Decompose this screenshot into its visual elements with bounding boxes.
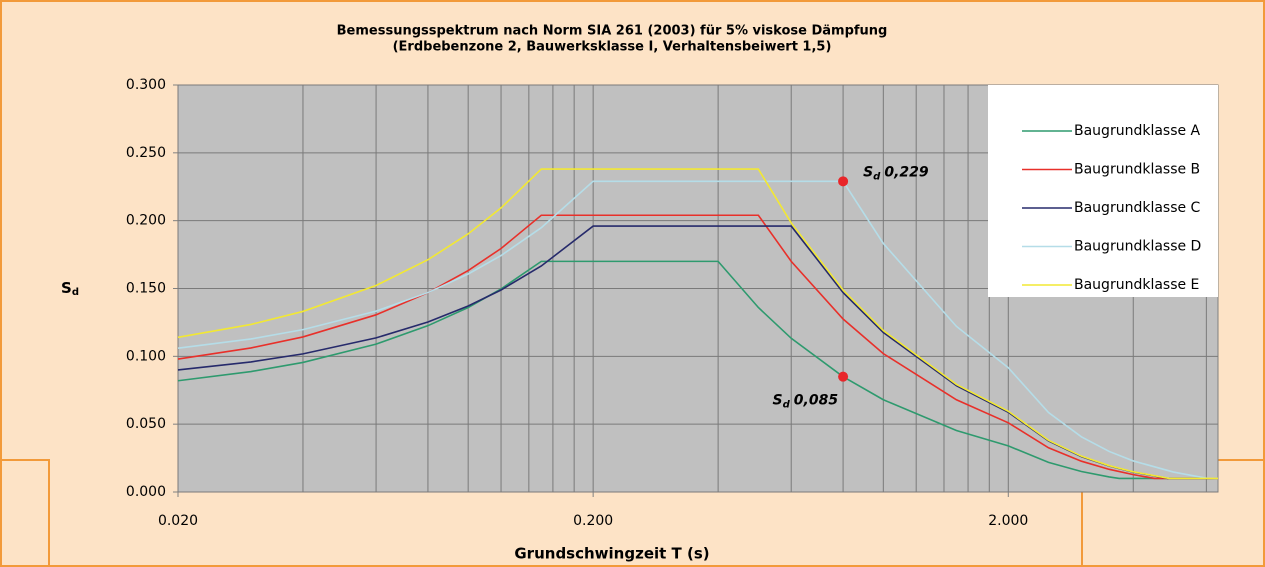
y-tick-label: 0.200 [126, 213, 166, 229]
annotation-label: Sd 0,229 [863, 164, 929, 182]
legend-label: Baugrundklasse A [1074, 123, 1201, 139]
x-tick-label: 0.020 [158, 513, 198, 529]
y-tick-label: 0.250 [126, 145, 166, 161]
y-tick-label: 0.100 [126, 348, 166, 364]
annotation-text: S [863, 164, 873, 180]
y-axis-title: Sd [61, 279, 79, 299]
annotation-text: 0,085 [794, 393, 839, 409]
annotation-label: Sd 0,085 [773, 393, 839, 411]
annotation-text: 0,229 [884, 164, 929, 180]
x-tick-label: 0.200 [573, 513, 613, 529]
legend-label: Baugrundklasse B [1074, 162, 1200, 178]
y-tick-label: 0.150 [126, 281, 166, 297]
x-axis-title: Grundschwingzeit T (s) [514, 545, 709, 563]
annotation-point [838, 176, 849, 187]
series-line [177, 168, 1218, 480]
legend-label: Baugrundklasse E [1074, 277, 1199, 293]
y-tick-label: 0.300 [126, 77, 166, 93]
x-tick-label: 2.000 [988, 513, 1028, 529]
y-tick-label: 0.000 [126, 484, 166, 500]
series-line [177, 180, 1219, 480]
decoration [0, 459, 50, 567]
chart-title: Bemessungsspektrum nach Norm SIA 261 (20… [337, 24, 888, 39]
annotation-text: d [783, 400, 791, 411]
legend-label: Baugrundklasse C [1074, 200, 1201, 216]
annotation-point [838, 371, 849, 382]
plot: 0.000 0.050 0.100 0.150 0.200 0.250 0.300 0.020… [126, 77, 1219, 529]
legend [988, 85, 1218, 297]
chart-title: (Erdbebenzone 2, Bauwerksklasse I, Verha… [393, 40, 832, 55]
annotation-text: d [873, 171, 881, 182]
legend-label: Baugrundklasse D [1074, 239, 1201, 255]
series-line [177, 260, 1218, 480]
series-line [177, 214, 1218, 480]
y-tick-label: 0.050 [126, 416, 166, 432]
annotation-text: S [773, 393, 783, 409]
